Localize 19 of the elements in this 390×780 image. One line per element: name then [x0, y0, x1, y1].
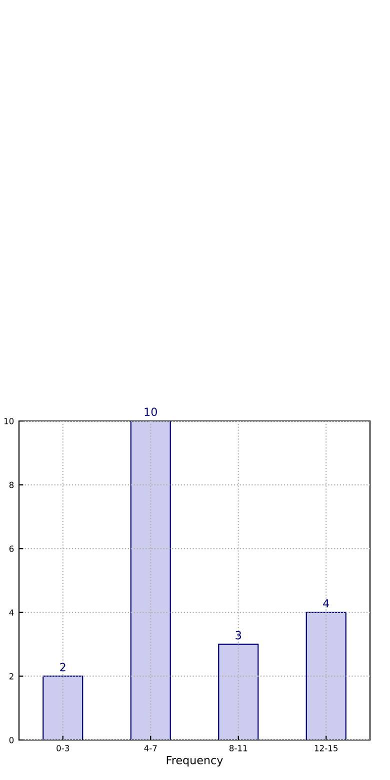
y-tick-label: 10 [4, 418, 14, 424]
y-tick-label: 6 [9, 546, 14, 552]
x-tick-label: 4-7 [144, 745, 157, 752]
data-label: 3 [236, 630, 242, 640]
y-tick-label: 4 [9, 609, 14, 616]
data-label: 10 [144, 408, 157, 416]
x-tick-label: 0-3 [56, 745, 70, 752]
y-tick-label: 8 [9, 482, 14, 488]
x-axis-title: Frequency [166, 756, 223, 766]
x-tick-label: 8-11 [229, 745, 248, 752]
bar [42, 676, 84, 740]
bar [218, 644, 259, 740]
bar [306, 612, 346, 740]
data-label: 2 [60, 662, 66, 672]
y-tick-label: 0 [9, 736, 14, 744]
y-tick-label: 2 [9, 673, 14, 680]
bar [130, 421, 171, 740]
data-label: 4 [323, 599, 330, 608]
x-tick-label: 12-15 [314, 745, 338, 752]
